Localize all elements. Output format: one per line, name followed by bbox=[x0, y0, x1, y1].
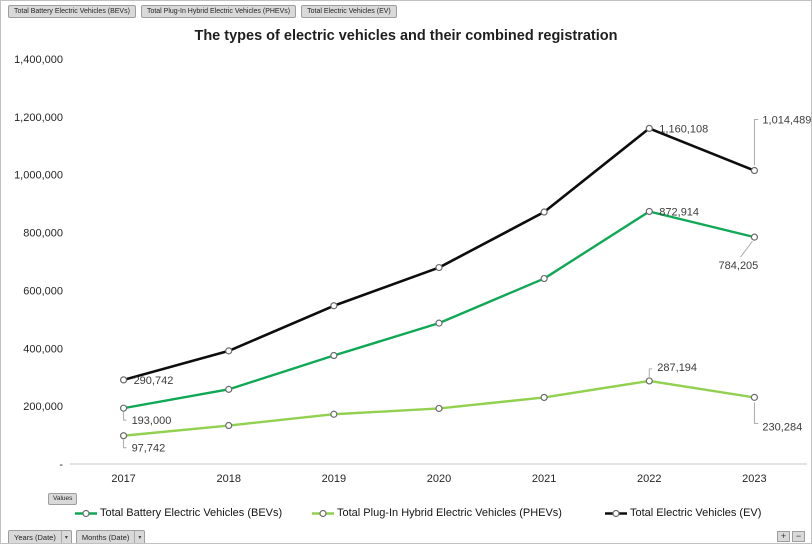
data-point-marker bbox=[330, 410, 338, 418]
x-axis-tick-label: 2023 bbox=[742, 473, 766, 485]
legend-item-phev: Total Plug-In Hybrid Electric Vehicles (… bbox=[312, 507, 562, 519]
chevron-down-icon[interactable]: ▾ bbox=[60, 531, 71, 543]
values-field-button[interactable]: Values bbox=[48, 493, 78, 505]
data-label: 290,742 bbox=[134, 375, 174, 387]
y-axis-tick-label: 1,200,000 bbox=[14, 112, 63, 124]
y-axis-tick-label: 800,000 bbox=[23, 228, 63, 240]
axis-field-buttons: Years (Date) ▾ Months (Date) ▾ bbox=[8, 530, 146, 543]
data-point-marker bbox=[540, 393, 548, 402]
data-point-marker bbox=[225, 421, 233, 430]
x-axis-tick-label: 2018 bbox=[216, 473, 240, 485]
field-button-phev[interactable]: Total Plug-In Hybrid Electric Vehicles (… bbox=[140, 5, 297, 18]
data-point-marker bbox=[330, 351, 338, 360]
series-line bbox=[122, 210, 756, 410]
data-label: 1,160,108 bbox=[659, 123, 708, 135]
x-axis-tick-label: 2022 bbox=[637, 473, 661, 485]
data-point-marker bbox=[119, 432, 128, 440]
series-field-buttons: Total Battery Electric Vehicles (BEVs) T… bbox=[8, 5, 397, 18]
data-point-marker bbox=[645, 124, 653, 132]
data-label: 784,205 bbox=[719, 260, 759, 272]
collapse-minus-button[interactable]: − bbox=[792, 531, 805, 542]
months-date-dropdown[interactable]: Months (Date) ▾ bbox=[75, 530, 146, 543]
data-point-marker bbox=[540, 208, 548, 216]
expand-plus-button[interactable]: + bbox=[777, 531, 790, 542]
legend-marker-phev-icon bbox=[312, 509, 334, 517]
label-leader-line bbox=[123, 439, 127, 449]
x-axis-tick-label: 2020 bbox=[427, 473, 451, 485]
label-leader-line bbox=[648, 368, 653, 377]
data-point-marker bbox=[225, 385, 233, 393]
data-point-marker bbox=[435, 404, 443, 413]
data-point-marker bbox=[330, 302, 338, 310]
legend-label-ev: Total Electric Vehicles (EV) bbox=[630, 507, 762, 519]
legend-marker-ev-icon bbox=[605, 509, 627, 517]
chevron-down-icon[interactable]: ▾ bbox=[134, 531, 144, 543]
y-axis-tick-label: 400,000 bbox=[23, 343, 63, 355]
years-date-label: Years (Date) bbox=[14, 533, 56, 542]
x-axis-tick-label: 2021 bbox=[532, 473, 556, 485]
series-line bbox=[122, 127, 756, 382]
legend-label-bev: Total Battery Electric Vehicles (BEVs) bbox=[100, 507, 283, 519]
data-point-marker bbox=[540, 274, 548, 283]
y-axis-tick-label: 200,000 bbox=[23, 401, 63, 413]
data-point-marker bbox=[750, 166, 759, 175]
label-leader-line bbox=[740, 240, 753, 258]
data-label: 287,194 bbox=[657, 362, 697, 374]
y-axis-tick-label: 600,000 bbox=[23, 285, 63, 297]
data-point-marker bbox=[435, 263, 443, 272]
data-label: 97,742 bbox=[132, 443, 166, 455]
y-axis-tick-label: 1,000,000 bbox=[14, 170, 63, 182]
expand-collapse-buttons: + − bbox=[777, 531, 805, 542]
legend-item-bev: Total Battery Electric Vehicles (BEVs) bbox=[75, 507, 282, 519]
data-label: 872,914 bbox=[659, 206, 699, 218]
years-date-dropdown[interactable]: Years (Date) ▾ bbox=[8, 530, 72, 543]
data-point-marker bbox=[435, 319, 443, 327]
x-axis-tick-label: 2017 bbox=[111, 473, 135, 485]
months-date-label: Months (Date) bbox=[81, 533, 130, 542]
data-label: 1,014,489 bbox=[762, 115, 811, 127]
data-point-marker bbox=[119, 404, 128, 412]
label-leader-line bbox=[753, 119, 759, 166]
chart-title: The types of electric vehicles and their… bbox=[194, 28, 618, 44]
legend-label-phev: Total Plug-In Hybrid Electric Vehicles (… bbox=[337, 507, 562, 519]
data-point-marker bbox=[645, 207, 653, 216]
data-point-marker bbox=[750, 233, 759, 241]
data-label: 193,000 bbox=[132, 415, 172, 427]
data-point-marker bbox=[750, 393, 759, 401]
legend-marker-bev-icon bbox=[75, 509, 97, 517]
data-point-marker bbox=[119, 376, 128, 384]
y-axis-tick-label: 1,400,000 bbox=[14, 54, 63, 66]
y-axis-tick-label: - bbox=[59, 459, 63, 471]
data-label: 230,284 bbox=[762, 421, 802, 433]
field-button-ev[interactable]: Total Electric Vehicles (EV) bbox=[301, 5, 397, 18]
legend-item-ev: Total Electric Vehicles (EV) bbox=[605, 507, 761, 519]
data-point-marker bbox=[225, 347, 233, 355]
label-leader-line bbox=[123, 412, 127, 421]
field-button-bev[interactable]: Total Battery Electric Vehicles (BEVs) bbox=[8, 5, 136, 18]
x-axis-tick-label: 2019 bbox=[322, 473, 346, 485]
data-point-marker bbox=[645, 377, 653, 385]
label-leader-line bbox=[753, 402, 759, 424]
